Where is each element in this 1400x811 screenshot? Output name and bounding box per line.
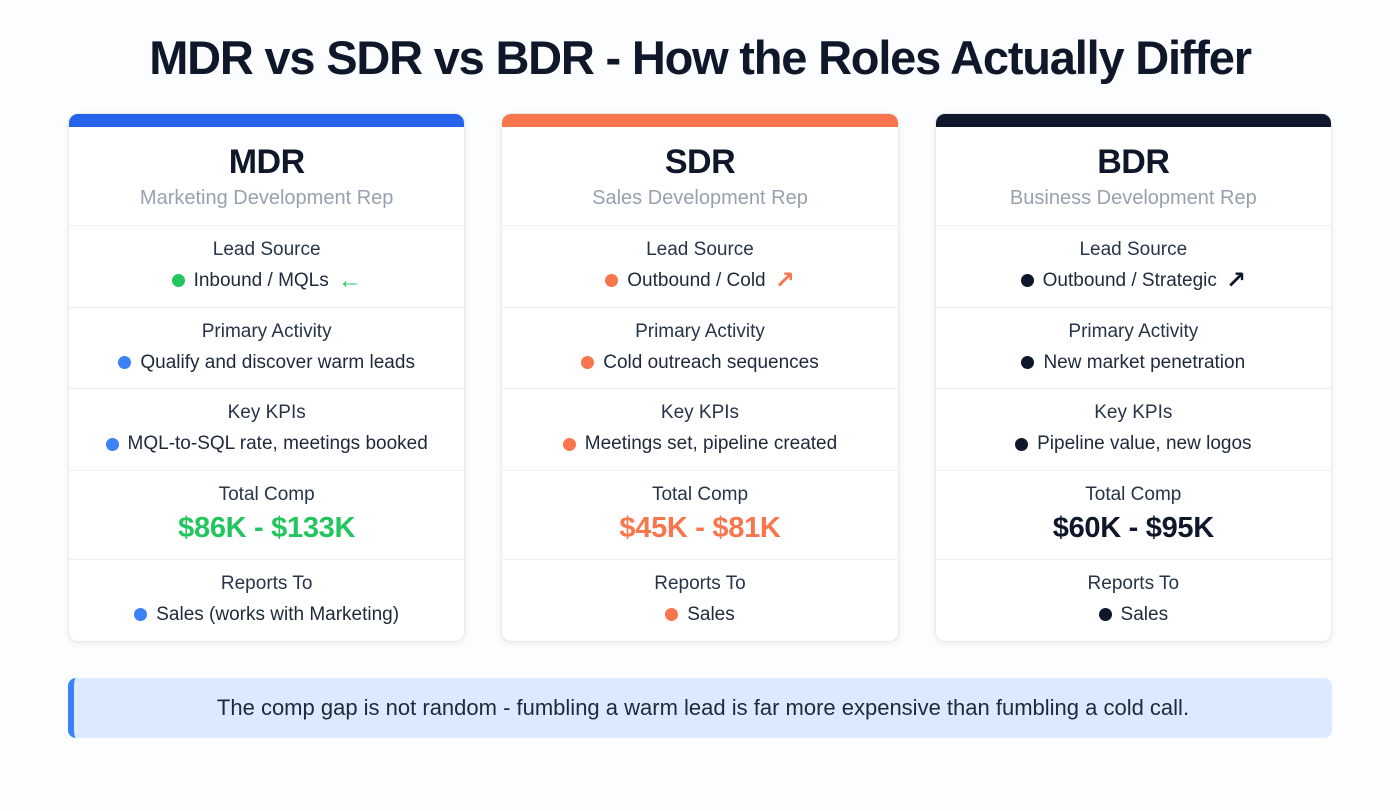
row-label: Primary Activity xyxy=(635,320,765,342)
insight-callout: The comp gap is not random - fumbling a … xyxy=(68,677,1332,738)
row-value: Pipeline value, new logos xyxy=(946,432,1321,456)
page-title: MDR vs SDR vs BDR - How the Roles Actual… xyxy=(149,31,1252,84)
row-value: Meetings set, pipeline created xyxy=(512,432,887,456)
bullet-dot-icon xyxy=(605,274,619,288)
card-header: BDR Business Development Rep xyxy=(935,127,1331,227)
row-value-text: Sales xyxy=(687,603,735,625)
bullet-dot-icon xyxy=(1021,356,1035,370)
attribute-row-primary-activity: Primary Activity Cold outreach sequences xyxy=(502,308,898,390)
role-abbr: BDR xyxy=(1097,143,1170,181)
row-label: Key KPIs xyxy=(660,402,740,424)
row-value: New market penetration xyxy=(946,351,1321,375)
attribute-row-reports-to: Reports To Sales (works with Marketing) xyxy=(69,560,464,641)
row-label: Total Comp xyxy=(218,483,315,505)
attribute-row-lead-source: Lead Source Outbound / Strategic ↗ xyxy=(935,226,1331,308)
role-card-bdr: BDR Business Development Rep Lead Source… xyxy=(934,113,1332,642)
row-value-text: Outbound / Cold xyxy=(627,270,766,292)
row-value-text: Pipeline value, new logos xyxy=(1037,433,1252,455)
role-abbr: SDR xyxy=(664,143,736,181)
bullet-dot-icon xyxy=(1015,437,1029,451)
row-value: Sales xyxy=(946,603,1321,627)
attribute-row-reports-to: Reports To Sales xyxy=(502,560,897,641)
comparison-cards: MDR Marketing Development Rep Lead Sourc… xyxy=(0,113,1400,642)
up-right-arrow-icon: ↗ xyxy=(774,266,795,294)
role-abbr: MDR xyxy=(228,143,305,181)
card-accent-bar xyxy=(502,113,898,127)
comp-value: $60K - $95K xyxy=(1052,511,1214,544)
attribute-row-lead-source: Lead Source Inbound / MQLs ← xyxy=(69,226,465,308)
row-value: Outbound / Cold ↗ xyxy=(512,266,887,294)
row-label: Primary Activity xyxy=(201,320,332,342)
row-value: Sales (works with Marketing) xyxy=(79,603,454,627)
row-value: Inbound / MQLs ← xyxy=(79,266,454,294)
row-value: MQL-to-SQL rate, meetings booked xyxy=(79,432,454,456)
row-value-text: Sales xyxy=(1120,603,1169,625)
row-value-text: Outbound / Strategic xyxy=(1042,270,1217,292)
row-label: Total Comp xyxy=(651,483,749,505)
role-subtitle: Marketing Development Rep xyxy=(139,187,394,210)
attribute-row-key-kpis: Key KPIs Pipeline value, new logos xyxy=(935,389,1331,471)
row-value-text: Meetings set, pipeline created xyxy=(584,433,838,455)
role-subtitle: Business Development Rep xyxy=(1009,187,1257,210)
bullet-dot-icon xyxy=(105,437,119,451)
row-label: Total Comp xyxy=(1085,483,1182,505)
row-value-text: Sales (works with Marketing) xyxy=(156,603,400,625)
attribute-row-total-comp: Total Comp $45K - $81K xyxy=(502,471,898,561)
comp-value: $45K - $81K xyxy=(619,511,781,544)
attribute-row-primary-activity: Primary Activity Qualify and discover wa… xyxy=(69,308,465,390)
role-card-mdr: MDR Marketing Development Rep Lead Sourc… xyxy=(68,113,466,642)
attribute-row-key-kpis: Key KPIs MQL-to-SQL rate, meetings booke… xyxy=(69,389,465,471)
attribute-row-primary-activity: Primary Activity New market penetration xyxy=(935,308,1331,390)
row-value-text: Cold outreach sequences xyxy=(603,351,819,373)
row-value-text: Qualify and discover warm leads xyxy=(140,351,415,373)
row-value: Cold outreach sequences xyxy=(512,351,887,375)
up-right-arrow-icon: ↗ xyxy=(1225,266,1247,294)
row-label: Reports To xyxy=(220,573,313,595)
attribute-row-key-kpis: Key KPIs Meetings set, pipeline created xyxy=(502,389,898,471)
row-label: Lead Source xyxy=(1079,239,1188,261)
bullet-dot-icon xyxy=(134,608,148,622)
attribute-row-lead-source: Lead Source Outbound / Cold ↗ xyxy=(502,226,898,308)
row-value-text: MQL-to-SQL rate, meetings booked xyxy=(127,433,428,455)
row-label: Lead Source xyxy=(212,239,321,261)
row-label: Key KPIs xyxy=(227,402,306,424)
attribute-row-total-comp: Total Comp $60K - $95K xyxy=(935,471,1331,561)
card-header: MDR Marketing Development Rep xyxy=(69,127,465,227)
bullet-dot-icon xyxy=(1020,274,1034,288)
row-value-text: New market penetration xyxy=(1043,351,1246,373)
bullet-dot-icon xyxy=(171,274,185,288)
row-label: Lead Source xyxy=(646,239,754,261)
bullet-dot-icon xyxy=(665,608,679,622)
insight-text: The comp gap is not random - fumbling a … xyxy=(216,694,1190,720)
bullet-dot-icon xyxy=(1098,608,1112,622)
row-label: Primary Activity xyxy=(1068,320,1199,342)
role-card-sdr: SDR Sales Development Rep Lead Source Ou… xyxy=(501,113,899,642)
attribute-row-reports-to: Reports To Sales xyxy=(936,560,1331,641)
row-value: Sales xyxy=(512,603,887,627)
row-value: Outbound / Strategic ↗ xyxy=(946,266,1321,294)
row-value-text: Inbound / MQLs xyxy=(193,270,329,292)
card-accent-bar xyxy=(69,113,465,127)
bullet-dot-icon xyxy=(562,437,576,451)
row-label: Reports To xyxy=(654,573,746,595)
row-label: Key KPIs xyxy=(1094,402,1173,424)
attribute-row-total-comp: Total Comp $86K - $133K xyxy=(69,471,465,561)
comp-value: $86K - $133K xyxy=(178,511,356,544)
card-accent-bar xyxy=(935,113,1331,127)
row-value: Qualify and discover warm leads xyxy=(79,351,454,375)
row-label: Reports To xyxy=(1087,573,1180,595)
left-arrow-icon: ← xyxy=(337,266,362,294)
bullet-dot-icon xyxy=(118,356,132,370)
role-subtitle: Sales Development Rep xyxy=(592,187,808,210)
bullet-dot-icon xyxy=(581,356,595,370)
card-header: SDR Sales Development Rep xyxy=(502,127,898,227)
